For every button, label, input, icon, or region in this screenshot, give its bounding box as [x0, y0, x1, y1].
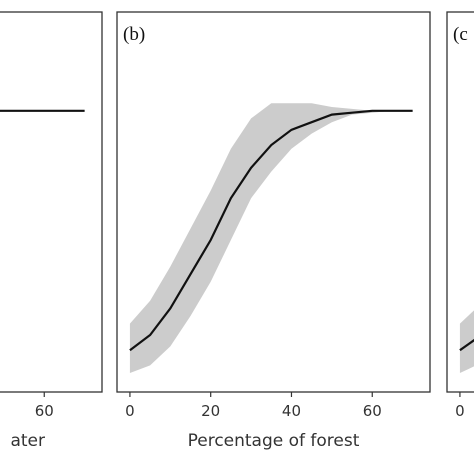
confidence-band: [459, 310, 474, 373]
x-tick-label: 60: [363, 402, 382, 420]
line: [459, 338, 474, 352]
x-tick-label: 60: [35, 402, 54, 420]
panel-label: (b): [123, 24, 145, 45]
x-tick-label: 20: [201, 402, 220, 420]
x-tick-label: 0: [455, 402, 465, 420]
x-axis-label: Percentage of forest: [188, 431, 360, 451]
x-tick-label: 0: [125, 402, 135, 420]
panel-frame: [446, 11, 474, 393]
panel-frame: [0, 11, 103, 393]
panel-label: (c: [453, 24, 468, 45]
line: [129, 109, 413, 352]
confidence-band: [129, 103, 413, 373]
x-axis-label: ater: [10, 431, 45, 451]
panel-frame: [116, 11, 431, 393]
x-tick-label: 40: [282, 402, 301, 420]
